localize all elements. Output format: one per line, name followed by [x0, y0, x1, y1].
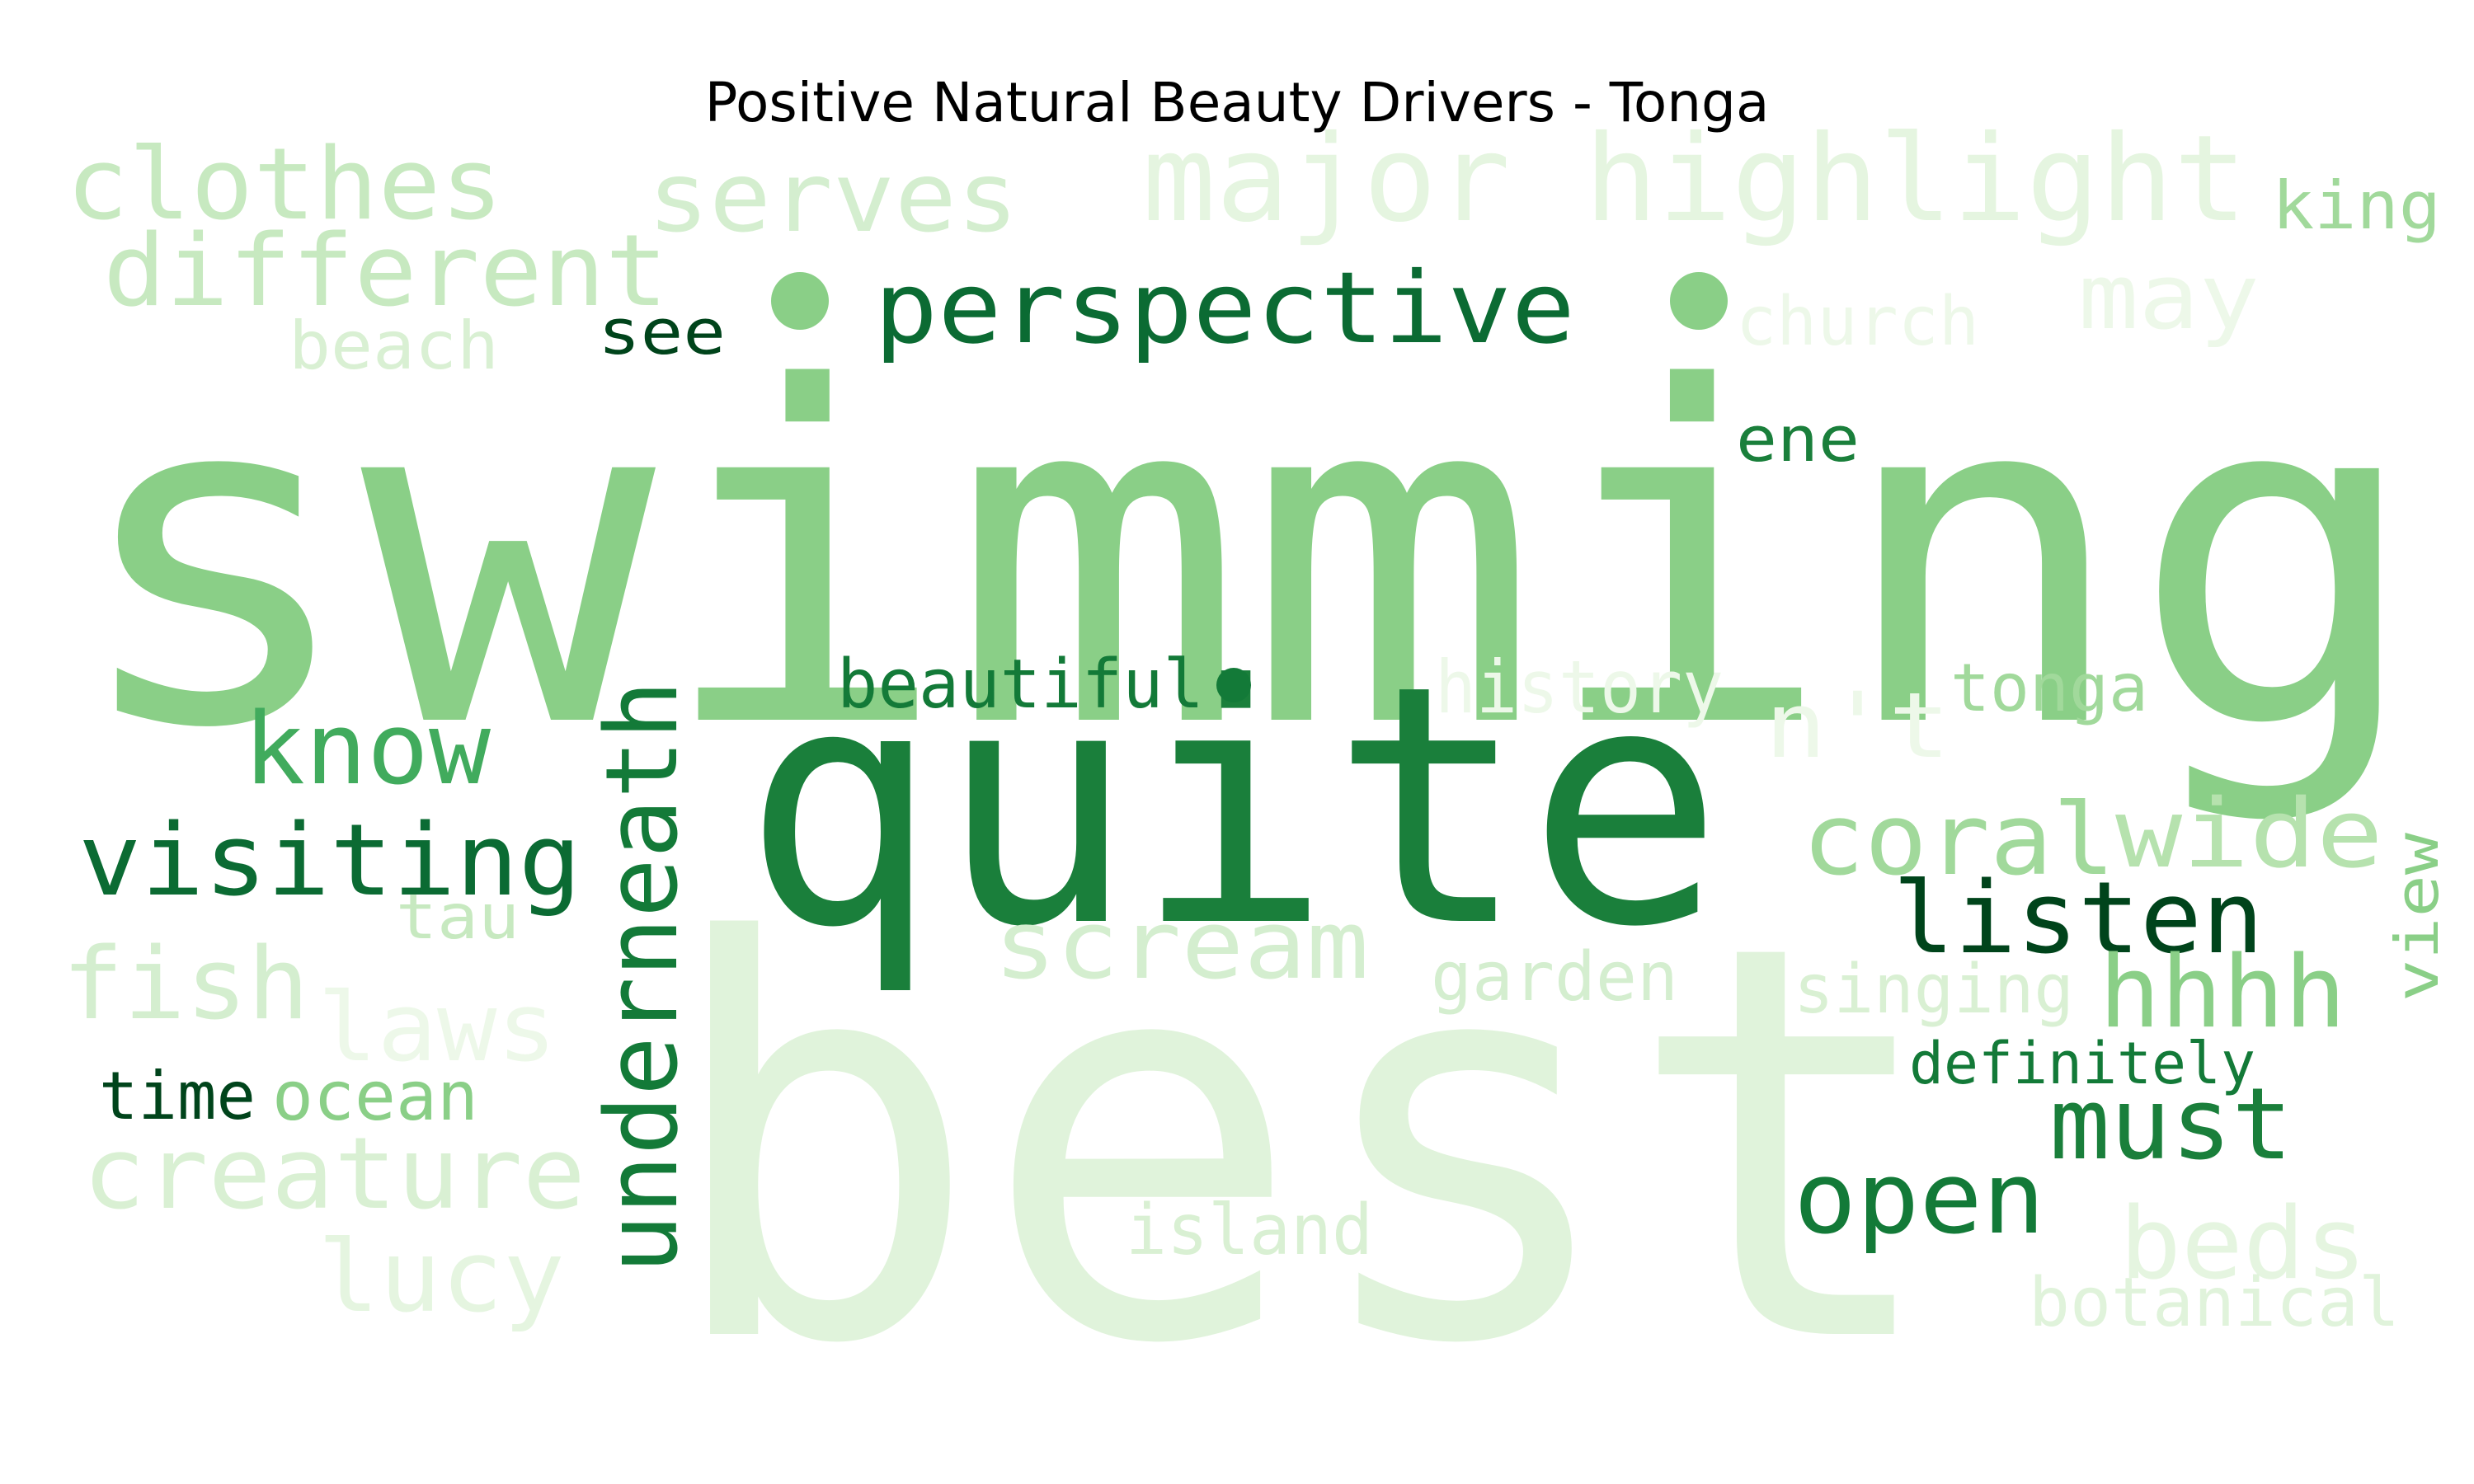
cloud-word: know	[243, 693, 491, 807]
cloud-word: laws	[317, 973, 557, 1083]
cloud-word: scream	[994, 890, 1369, 1001]
cloud-word: time	[99, 1058, 256, 1134]
cloud-word: clothes	[66, 128, 503, 242]
cloud-word: tonga	[1950, 650, 2148, 726]
cloud-word: hhhh	[2099, 936, 2346, 1050]
cloud-word: must	[2049, 1068, 2293, 1182]
cloud-word: fish	[62, 928, 309, 1042]
cloud-word: n't	[1765, 673, 1950, 778]
cloud-word: open	[1794, 1142, 2045, 1256]
chart-title: Positive Natural Beauty Drivers - Tonga	[704, 71, 1770, 134]
cloud-dot	[1670, 272, 1728, 330]
cloud-word: listen	[1893, 862, 2264, 976]
cloud-dot	[771, 272, 829, 330]
cloud-word: history	[1435, 645, 1724, 730]
cloud-dot	[1216, 668, 1251, 702]
cloud-word: botanical	[2029, 1264, 2400, 1342]
cloud-word: best	[660, 829, 1946, 1463]
cloud-word: beautiful	[837, 646, 1204, 724]
cloud-word: perspective	[874, 251, 1575, 366]
cloud-word: wide	[2115, 779, 2383, 890]
cloud-word: singing	[1794, 951, 2074, 1029]
cloud-word: swimming	[66, 292, 2425, 829]
cloud-word: tau	[396, 881, 520, 953]
cloud-word: view	[2382, 833, 2452, 1002]
cloud-word: see	[598, 295, 726, 369]
cloud-word: ocean	[272, 1058, 478, 1136]
cloud-word: island	[1126, 1190, 1373, 1271]
cloud-word: lucy	[317, 1220, 565, 1335]
cloud-word: garden	[1431, 938, 1678, 1017]
cloud-word: coral	[1802, 783, 2115, 898]
cloud-word: different	[103, 214, 668, 329]
cloud-word: underneath	[586, 680, 700, 1274]
cloud-word: serves	[647, 140, 1018, 254]
cloud-word: beach	[289, 308, 499, 384]
cloud-word: ene	[1736, 402, 1860, 476]
cloud-word: definitely	[1909, 1030, 2255, 1097]
cloud-word: king	[2272, 167, 2441, 244]
cloud-word: creature	[82, 1117, 586, 1232]
cloud-word: church	[1736, 283, 1979, 361]
cloud-word: visiting	[78, 804, 581, 918]
cloud-word: may	[2078, 244, 2260, 350]
cloud-word: major highlight	[1142, 110, 2247, 249]
cloud-word: beds	[2119, 1187, 2367, 1302]
